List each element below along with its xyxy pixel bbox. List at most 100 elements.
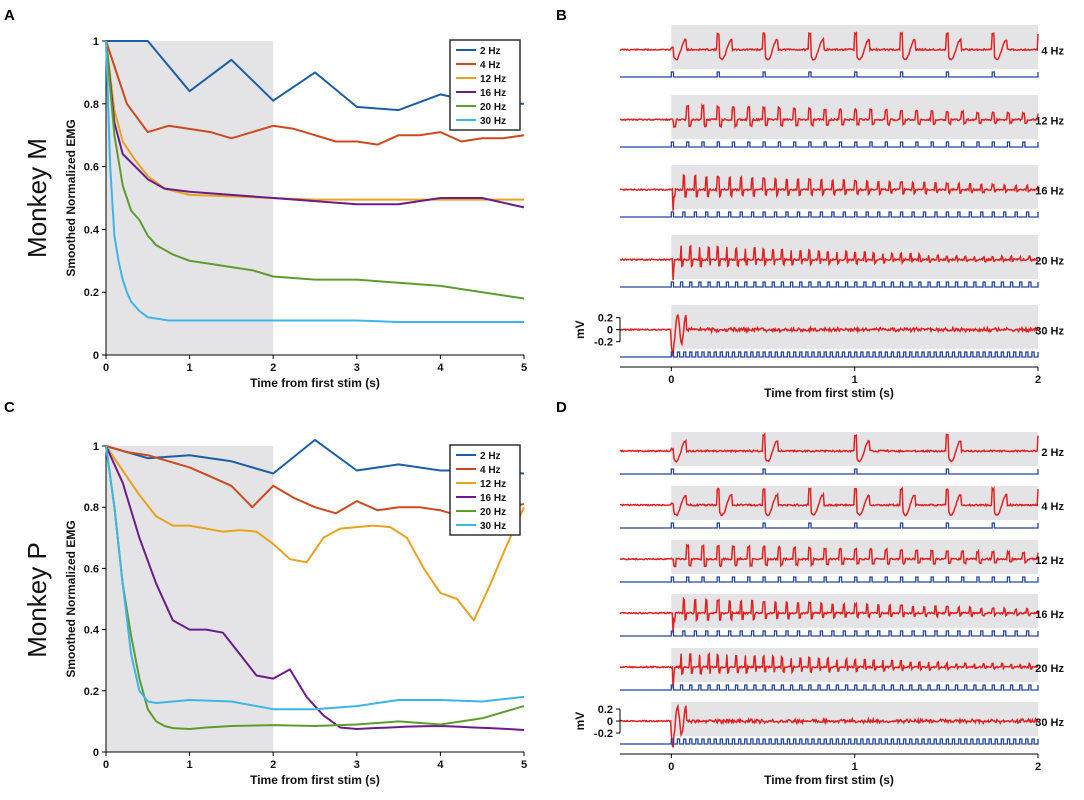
x-axis-label: Time from first stim (s)	[250, 773, 380, 787]
trace-freq-label: 20 Hz	[1035, 256, 1064, 268]
y-axis-label: Smoothed Normalized EMG	[64, 520, 78, 677]
emg-trace	[619, 486, 1039, 517]
emg-trace	[619, 313, 1039, 357]
trace-freq-label: 4 Hz	[1041, 46, 1064, 58]
series-line-30hz	[105, 40, 524, 323]
panel-letter-A: A	[4, 7, 15, 24]
x-tick-label: 4	[437, 759, 444, 771]
x-tick-label: 3	[354, 759, 360, 771]
y-axis-label: Smoothed Normalized EMG	[64, 119, 78, 276]
legend-box	[449, 39, 521, 131]
trace-freq-label: 30 Hz	[1035, 717, 1064, 729]
trace-freq-label: 12 Hz	[1035, 555, 1064, 567]
emg-trace	[619, 596, 1039, 634]
stim-pulse-train	[620, 141, 1039, 148]
subject-label-monkey-m: Monkey M	[22, 138, 52, 258]
stim-pulse-train	[620, 630, 1039, 637]
mv-tick-label: 0.2	[598, 704, 613, 716]
y-tick-label: 0.8	[84, 99, 99, 111]
legend-box	[449, 444, 521, 536]
stim-pulse-train	[620, 522, 1039, 529]
emg-trace	[619, 244, 1039, 281]
x-tick-label: 1	[187, 759, 193, 771]
trace-freq-label: 20 Hz	[1035, 663, 1064, 675]
emg-trace	[619, 431, 1039, 463]
y-tick-label: 0.6	[84, 162, 99, 174]
trace-row-20hz: 20 Hz	[619, 235, 1064, 288]
subject-label-monkey-p: Monkey P	[22, 542, 52, 658]
y-tick-label: 0.2	[84, 287, 99, 299]
mv-tick-label: -0.2	[594, 728, 613, 740]
mv-tick-label: -0.2	[594, 337, 613, 349]
emg-trace	[619, 173, 1039, 211]
trace-freq-label: 16 Hz	[1035, 609, 1064, 621]
series-line-12hz	[105, 445, 525, 622]
x-tick-label: 0	[103, 759, 109, 771]
trace-freq-label: 4 Hz	[1041, 501, 1064, 513]
legend-label: 30 Hz	[480, 116, 506, 127]
mv-tick-label: 0	[607, 325, 613, 337]
legend-label: 4 Hz	[480, 60, 501, 71]
trace-row-20hz: 20 Hz	[619, 648, 1064, 691]
stim-pulse-train	[620, 576, 1039, 583]
emg-trace	[619, 103, 1039, 129]
panel-a-chart: 0 1 2 3 4 5 0 0.2 0.4 0.6 0.8 1 Time from first stim…	[64, 36, 527, 390]
legend-label: 16 Hz	[480, 88, 506, 99]
y-tick-label: 1	[93, 36, 99, 48]
trace-freq-label: 30 Hz	[1035, 326, 1064, 338]
trace-row-30hz: 30 Hz 0.20-0.2 mV	[573, 305, 1064, 358]
x-axis-label: Time from first stim (s)	[764, 386, 894, 400]
x-tick-label: 0	[668, 374, 674, 386]
stim-pulse-train	[620, 684, 1039, 691]
trace-row-30hz: 30 Hz 0.20-0.2 mV	[573, 702, 1064, 748]
stim-pulse-train	[620, 281, 1039, 288]
trace-row-12hz: 12 Hz	[619, 95, 1064, 148]
y-tick-label: 0.4	[84, 625, 100, 637]
stim-pulse-train	[620, 738, 1039, 745]
x-tick-label: 1	[187, 362, 193, 374]
y-tick-label: 0.8	[84, 502, 99, 514]
mv-axis-label: mV	[573, 712, 587, 731]
panel-letter-C: C	[4, 399, 15, 416]
series-line-16hz	[105, 40, 525, 209]
trace-freq-label: 2 Hz	[1041, 447, 1064, 459]
y-tick-label: 1	[93, 441, 99, 453]
emg-trace	[619, 652, 1039, 689]
stim-pulse-train	[620, 351, 1039, 358]
stim-window-shade	[671, 305, 1038, 349]
trace-row-2hz: 2 Hz	[619, 431, 1064, 475]
emg-trace	[619, 703, 1039, 748]
trace-freq-label: 12 Hz	[1035, 116, 1064, 128]
stim-window-shade	[106, 446, 274, 752]
mv-tick-label: 0	[607, 716, 613, 728]
y-tick-label: 0	[93, 350, 99, 362]
x-tick-label: 0	[668, 761, 674, 773]
legend: 2 Hz 4 Hz 12 Hz 16 Hz 20 Hz 30 Hz	[449, 444, 521, 536]
legend-label: 20 Hz	[480, 507, 506, 518]
series-line-30hz	[105, 445, 525, 711]
stim-pulse-train	[620, 468, 1039, 475]
x-tick-label: 5	[521, 759, 527, 771]
y-tick-label: 0.2	[84, 686, 99, 698]
x-tick-label: 3	[354, 362, 360, 374]
x-tick-label: 2	[1035, 374, 1041, 386]
panel-c-chart: 0 1 2 3 4 5 0 0.2 0.4 0.6 0.8 1 Time from first stim…	[64, 438, 527, 787]
x-tick-label: 2	[1035, 761, 1041, 773]
x-axis-label: Time from first stim (s)	[250, 376, 380, 390]
series-line-4hz	[105, 40, 525, 146]
mv-tick-label: 0.2	[598, 313, 613, 325]
series-line-16hz	[105, 445, 525, 731]
panel-letter-B: B	[556, 7, 567, 24]
legend-label: 2 Hz	[480, 46, 501, 57]
legend-label: 30 Hz	[480, 521, 506, 532]
x-tick-label: 1	[852, 374, 858, 386]
x-tick-label: 4	[437, 362, 444, 374]
stim-window-shade	[106, 41, 274, 355]
trace-row-4hz: 4 Hz	[619, 25, 1064, 78]
x-tick-label: 0	[103, 362, 109, 374]
series-line-20hz	[105, 445, 525, 730]
y-tick-label: 0	[93, 747, 99, 759]
